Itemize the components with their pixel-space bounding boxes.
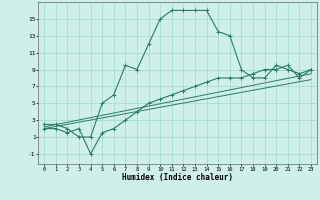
X-axis label: Humidex (Indice chaleur): Humidex (Indice chaleur)	[122, 173, 233, 182]
